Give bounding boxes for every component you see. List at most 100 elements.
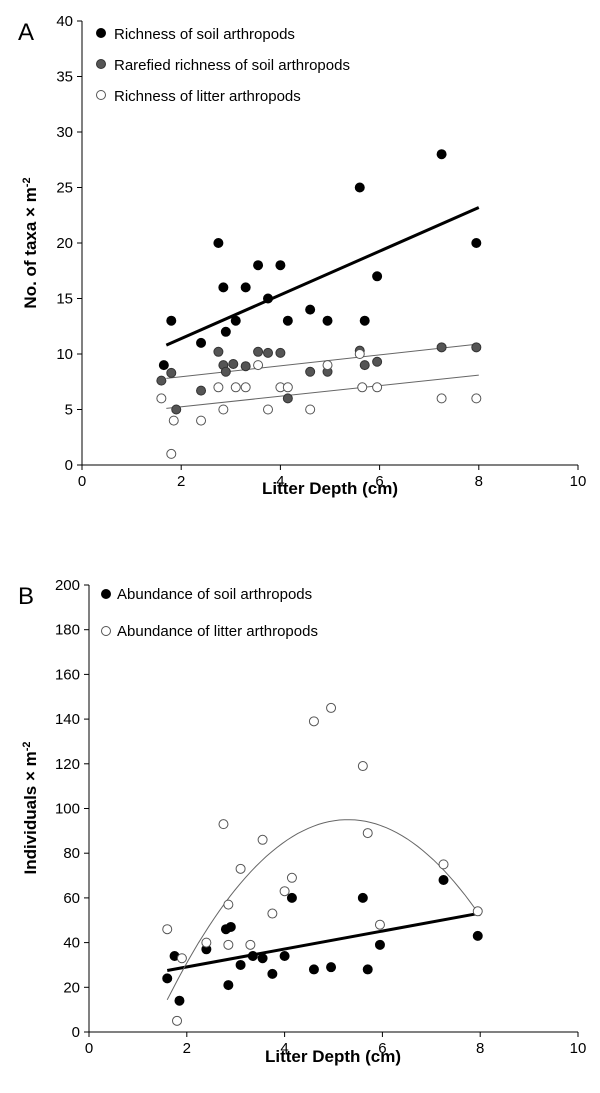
panel-a-point-series-2 — [263, 404, 273, 415]
panel-b-trendline-0 — [166, 912, 479, 973]
panel-a-point-series-2 — [357, 382, 368, 393]
panel-a-point-series-2 — [253, 360, 264, 371]
panel-a-point-series-1 — [282, 393, 293, 404]
panel-b-y-tick-label: 20 — [63, 979, 80, 996]
panel-a-point-series-2 — [322, 360, 333, 371]
panel-a-point-series-0 — [220, 326, 231, 337]
panel-a-point-series-0 — [282, 315, 293, 326]
panel-a-point-series-1 — [436, 342, 447, 353]
panel-a-point-series-1 — [166, 367, 177, 378]
panel-a-point-series-1 — [275, 347, 286, 358]
panel-b-point-series-0 — [174, 995, 185, 1006]
panel-a-point-series-0 — [166, 315, 177, 326]
panel-a-point-series-1 — [228, 358, 239, 369]
panel-a-point-series-0 — [240, 282, 251, 293]
panel-a-point-series-2 — [471, 393, 482, 404]
panel-a-y-tick-label: 20 — [56, 235, 73, 252]
panel-a-point-series-1 — [471, 342, 482, 353]
legend-label-litter-abundance: Abundance of litter arthropods — [117, 623, 318, 640]
panel-a-point-series-2 — [305, 404, 316, 415]
legend-marker-litter-richness — [96, 90, 106, 100]
panel-b-point-series-0 — [362, 964, 373, 975]
panel-b-point-series-0 — [308, 964, 319, 975]
panel-b-point-series-1 — [223, 899, 234, 910]
panel-a-x-axis-title: Litter Depth (cm) — [262, 479, 398, 498]
panel-a-point-series-0 — [471, 238, 482, 248]
panel-a-point-series-2 — [240, 382, 251, 393]
panel-a-point-series-0 — [196, 337, 207, 348]
panel-b-x-tick-label: 0 — [85, 1040, 93, 1057]
panel-a-point-series-2 — [230, 382, 241, 393]
panel-b-y-tick-label: 120 — [55, 756, 80, 773]
panel-a-point-series-2 — [168, 415, 179, 426]
panel-b-trendcurve-1 — [166, 819, 481, 1001]
panel-a-point-series-2 — [436, 393, 447, 404]
panel-b-x-tick-label: 6 — [378, 1040, 386, 1057]
panel-a-point-series-2 — [282, 382, 293, 393]
panel-a-x-tick-label: 4 — [276, 473, 284, 490]
panel-a-point-series-0 — [158, 360, 169, 371]
legend-marker-soil-abundance — [101, 589, 111, 599]
panel-a-point-series-2 — [166, 448, 177, 459]
panel-b-point-series-0 — [326, 962, 337, 973]
legend-label-soil-abundance: Abundance of soil arthropods — [117, 586, 312, 603]
panel-a-point-series-2 — [156, 393, 167, 404]
panel-b-legend: Abundance of soil arthropods Abundance o… — [101, 586, 318, 640]
panel-a-point-series-2 — [354, 349, 365, 359]
panel-b-point-series-1 — [286, 872, 297, 883]
panel-a-y-tick-label: 35 — [56, 69, 73, 86]
panel-b-point-series-1 — [438, 859, 449, 870]
panel-a-point-series-1 — [263, 347, 273, 358]
panel-a-point-series-1 — [253, 346, 264, 357]
panel-b-point-series-0 — [438, 875, 449, 886]
panel-b-point-series-0 — [235, 959, 246, 970]
panel-a-point-series-1 — [156, 375, 167, 386]
panel-a-x-tick-label: 8 — [475, 473, 483, 490]
panel-a-point-series-0 — [275, 260, 286, 271]
panel-a-point-series-0 — [322, 315, 333, 326]
panel-b-point-series-1 — [326, 702, 337, 713]
panel-a-richness-chart: A 0 5 10 15 20 25 30 35 40 0 2 4 6 8 10 Litter Depth … — [18, 13, 586, 498]
panel-a-y-axis-title-main: No. of taxa × m — [21, 187, 40, 308]
panel-b-y-tick-label: 100 — [55, 801, 80, 818]
panel-a-point-series-0 — [372, 271, 383, 282]
panel-b-point-series-1 — [357, 761, 368, 772]
panel-b-y-tick-label: 140 — [55, 711, 80, 728]
panel-b-point-series-0 — [374, 939, 385, 950]
panel-a-trendline-0 — [165, 206, 480, 347]
panel-b-point-series-0 — [257, 953, 268, 964]
panel-a-legend: Richness of soil arthropods Rarefied ric… — [96, 26, 350, 105]
panel-b-point-series-1 — [162, 924, 173, 935]
panel-a-label: A — [18, 19, 34, 46]
panel-b-y-tick-label: 200 — [55, 577, 80, 594]
panel-a-point-series-0 — [218, 282, 229, 293]
panel-a-point-series-1 — [240, 361, 251, 372]
panel-a-y-tick-label: 25 — [56, 180, 73, 197]
panel-a-point-series-0 — [354, 182, 365, 193]
panel-a-point-series-0 — [230, 315, 241, 326]
panel-b-y-axis-title-main: Individuals × m — [21, 751, 40, 874]
panel-b-point-series-1 — [362, 828, 373, 839]
panel-a-point-series-1 — [220, 366, 231, 377]
panel-a-point-series-0 — [305, 304, 316, 315]
panel-b-point-series-0 — [357, 892, 368, 903]
panel-a-point-series-1 — [171, 404, 182, 415]
panel-a-point-series-0 — [253, 260, 264, 271]
panel-a-point-series-0 — [213, 238, 224, 248]
panel-a-y-tick-label: 15 — [56, 291, 73, 308]
panel-a-plot-area — [156, 149, 482, 459]
panel-a-y-tick-label: 30 — [56, 124, 73, 141]
panel-b-point-series-1 — [279, 886, 290, 897]
panel-b-point-series-1 — [472, 906, 483, 917]
panel-a-point-series-1 — [196, 385, 207, 396]
legend-label-soil-richness: Richness of soil arthropods — [114, 26, 295, 43]
panel-a-x-ticks: 0 2 4 6 8 10 — [78, 465, 586, 490]
panel-a-y-axis-title: No. of taxa × m-2 — [21, 177, 40, 308]
panel-b-point-series-1 — [176, 953, 187, 964]
panel-a-trendline-1 — [166, 343, 479, 379]
panel-b-point-series-0 — [247, 951, 258, 962]
panel-a-point-series-2 — [372, 382, 383, 393]
panel-b-x-tick-label: 2 — [183, 1040, 191, 1057]
panel-a-x-tick-label: 2 — [177, 473, 185, 490]
